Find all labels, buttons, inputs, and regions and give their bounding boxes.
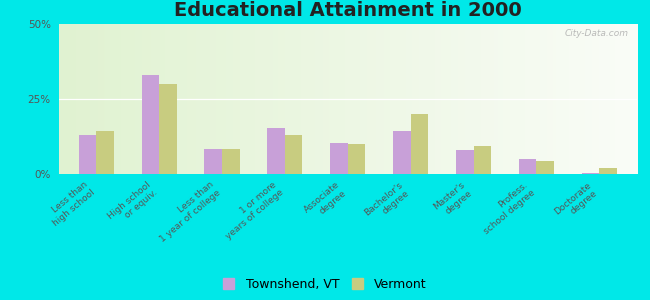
- Bar: [159, 84, 177, 174]
- Bar: [582, 172, 599, 174]
- Bar: [599, 168, 617, 174]
- Bar: [348, 144, 365, 174]
- Bar: [267, 128, 285, 174]
- Bar: [519, 159, 536, 174]
- Bar: [473, 146, 491, 174]
- Bar: [285, 135, 302, 174]
- Text: City-Data.com: City-Data.com: [564, 28, 629, 38]
- Bar: [204, 148, 222, 174]
- Bar: [142, 75, 159, 174]
- Title: Educational Attainment in 2000: Educational Attainment in 2000: [174, 1, 521, 20]
- Bar: [79, 135, 96, 174]
- Legend: Townshend, VT, Vermont: Townshend, VT, Vermont: [220, 276, 430, 294]
- Bar: [456, 150, 473, 174]
- Bar: [96, 130, 114, 174]
- Bar: [393, 130, 411, 174]
- Bar: [536, 160, 554, 174]
- Bar: [330, 142, 348, 174]
- Bar: [222, 148, 240, 174]
- Bar: [411, 114, 428, 174]
